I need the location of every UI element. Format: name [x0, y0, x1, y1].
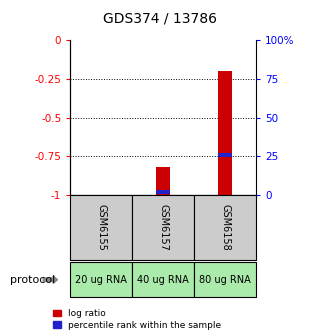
Bar: [156, 190, 170, 194]
Text: 20 ug RNA: 20 ug RNA: [76, 275, 127, 285]
Bar: [132, 262, 194, 297]
Bar: [70, 262, 132, 297]
Bar: [70, 195, 132, 260]
Text: protocol: protocol: [10, 275, 55, 285]
Bar: [156, 167, 170, 195]
Bar: [132, 195, 194, 260]
Bar: [194, 195, 256, 260]
Legend: log ratio, percentile rank within the sample: log ratio, percentile rank within the sa…: [52, 309, 221, 330]
Text: GSM6158: GSM6158: [220, 204, 230, 251]
Bar: [194, 262, 256, 297]
Text: 80 ug RNA: 80 ug RNA: [199, 275, 251, 285]
Text: GSM6155: GSM6155: [96, 204, 106, 251]
Bar: [218, 153, 232, 157]
Text: 40 ug RNA: 40 ug RNA: [137, 275, 189, 285]
Text: GSM6157: GSM6157: [158, 204, 168, 251]
Bar: [218, 71, 232, 195]
Text: GDS374 / 13786: GDS374 / 13786: [103, 12, 217, 26]
